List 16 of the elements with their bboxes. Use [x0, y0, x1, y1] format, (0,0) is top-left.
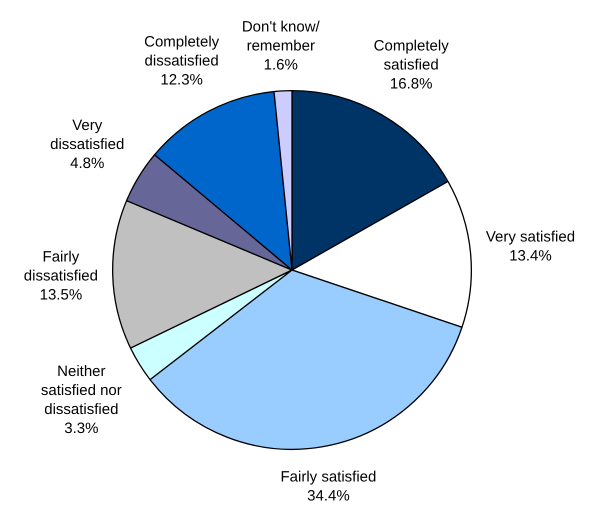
data-label: 34.4%	[307, 488, 350, 505]
slice-label: Neither satisfied nor dissatisfied	[40, 362, 122, 418]
data-label: 13.4%	[509, 248, 552, 265]
data-label: 13.5%	[40, 286, 82, 304]
slice-label: Very satisfied	[486, 228, 576, 246]
slice-label: Completely satisfied	[374, 37, 450, 74]
slice-label: Completely dissatisfied	[144, 33, 220, 70]
data-label: 16.8%	[390, 75, 432, 92]
slice-label: Fairly satisfied	[280, 468, 376, 486]
data-label: 4.8%	[70, 155, 104, 172]
data-label: 3.3%	[64, 420, 98, 437]
data-label: 12.3%	[160, 71, 203, 88]
slice-label: Don't know/remember	[242, 18, 321, 55]
data-label: 1.6%	[264, 56, 298, 74]
slice-label: Fairly dissatisfied	[24, 248, 98, 284]
slice-label: Very dissatisfied	[50, 117, 124, 154]
